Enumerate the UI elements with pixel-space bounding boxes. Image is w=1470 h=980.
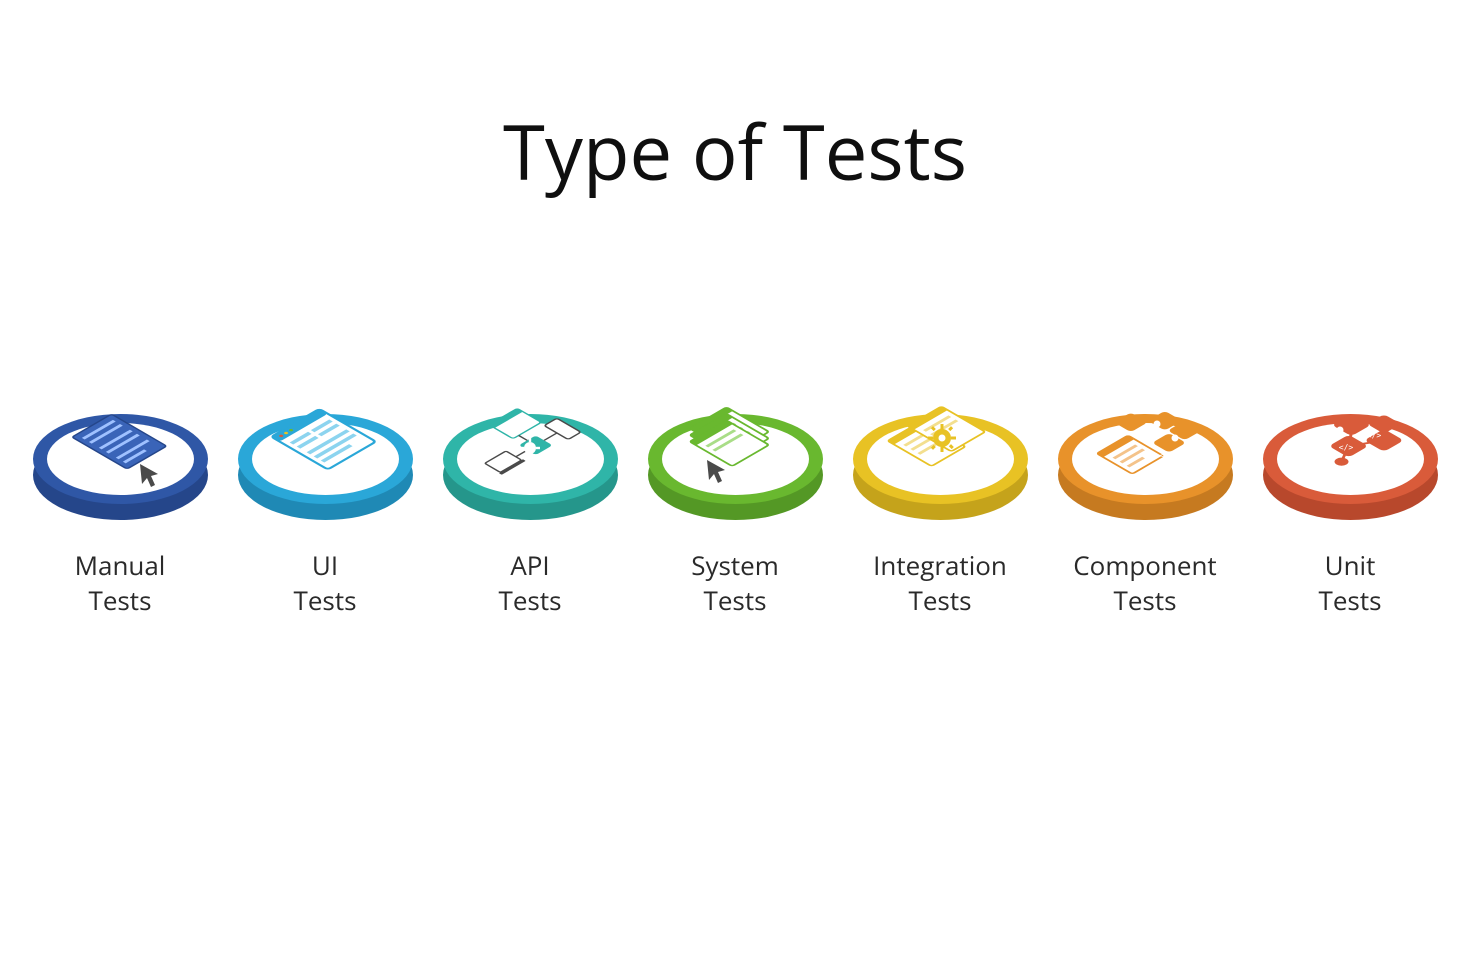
label-line2: Tests bbox=[1319, 583, 1382, 618]
integration-tests-icon bbox=[880, 392, 1000, 487]
disc-unit: </> </> bbox=[1263, 400, 1438, 530]
label-line2: Tests bbox=[75, 583, 166, 618]
label-unit: Unit Tests bbox=[1319, 548, 1382, 618]
item-unit: </> </> Unit Tests bbox=[1263, 400, 1438, 618]
svg-text:</>: </> bbox=[1339, 443, 1354, 452]
page-title: Type of Tests bbox=[0, 100, 1470, 203]
item-manual: Manual Tests bbox=[33, 400, 208, 618]
label-line1: Unit bbox=[1319, 548, 1382, 583]
label-system: System Tests bbox=[691, 548, 779, 618]
item-api: API Tests bbox=[443, 400, 618, 618]
label-manual: Manual Tests bbox=[75, 548, 166, 618]
label-line2: Tests bbox=[499, 583, 562, 618]
label-component: Component Tests bbox=[1073, 548, 1216, 618]
api-tests-icon bbox=[470, 392, 590, 487]
label-api: API Tests bbox=[499, 548, 562, 618]
label-line1: Integration bbox=[873, 548, 1007, 583]
label-line1: Manual bbox=[75, 548, 166, 583]
label-line2: Tests bbox=[294, 583, 357, 618]
disc-component: </> bbox=[1058, 400, 1233, 530]
label-line2: Tests bbox=[691, 583, 779, 618]
disc-integration bbox=[853, 400, 1028, 530]
ui-tests-icon bbox=[265, 392, 385, 487]
label-line1: API bbox=[499, 548, 562, 583]
disc-manual bbox=[33, 400, 208, 530]
disc-ui bbox=[238, 400, 413, 530]
label-line2: Tests bbox=[873, 583, 1007, 618]
manual-tests-icon bbox=[60, 392, 180, 487]
label-ui: UI Tests bbox=[294, 548, 357, 618]
item-ui: UI Tests bbox=[238, 400, 413, 618]
label-line1: UI bbox=[294, 548, 357, 583]
system-tests-icon bbox=[675, 392, 795, 487]
disc-api bbox=[443, 400, 618, 530]
label-integration: Integration Tests bbox=[873, 548, 1007, 618]
item-integration: Integration Tests bbox=[853, 400, 1028, 618]
label-line2: Tests bbox=[1073, 583, 1216, 618]
label-line1: System bbox=[691, 548, 779, 583]
svg-text:</>: </> bbox=[1160, 451, 1175, 460]
infographic-stage: Type of Tests bbox=[0, 0, 1470, 980]
disc-system bbox=[648, 400, 823, 530]
item-component: </> Component Tests bbox=[1058, 400, 1233, 618]
component-tests-icon: </> bbox=[1085, 392, 1205, 487]
tests-row: Manual Tests bbox=[0, 400, 1470, 618]
svg-text:</>: </> bbox=[1367, 431, 1382, 440]
label-line1: Component bbox=[1073, 548, 1216, 583]
unit-tests-icon: </> </> bbox=[1290, 392, 1410, 487]
item-system: System Tests bbox=[648, 400, 823, 618]
